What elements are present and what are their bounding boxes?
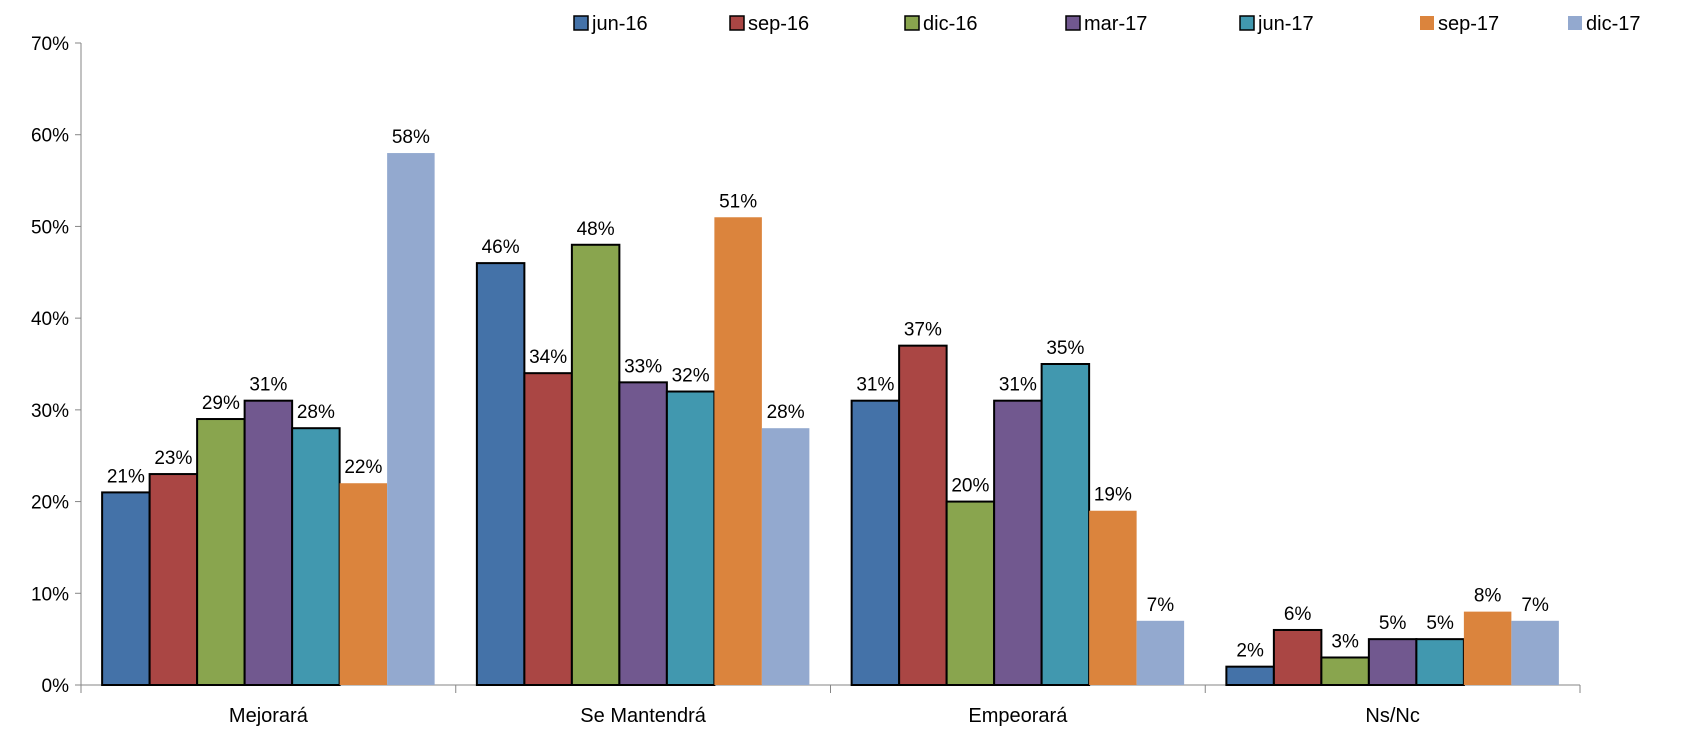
bar-jun-16-4 (1225, 665, 1275, 687)
bar-dic-16-1 (196, 418, 246, 686)
bar-mar-17-2 (618, 381, 668, 686)
bar-dic-16-4 (1320, 656, 1370, 687)
data-label: 29% (202, 393, 240, 414)
legend-swatch-dic-16 (904, 15, 920, 31)
data-label: 46% (482, 237, 520, 258)
bar-jun-16-1 (101, 491, 151, 686)
bar-dic-17-3 (1136, 620, 1185, 685)
data-label: 35% (1046, 338, 1084, 359)
data-label: 5% (1379, 613, 1407, 634)
bar-dic-17-2 (761, 428, 810, 685)
category-label: Empeorará (968, 705, 1068, 727)
bar-sep-16-1 (148, 473, 199, 686)
bar-sep-16-3 (898, 344, 948, 686)
bars (101, 153, 1559, 687)
bar-mar-17-1 (243, 399, 294, 686)
y-tick-label: 0% (42, 676, 70, 697)
data-label: 34% (529, 347, 567, 368)
bar-sep-17-4 (1463, 611, 1512, 685)
legend-swatch-dic-17 (1568, 16, 1582, 30)
data-label: 6% (1284, 604, 1312, 625)
y-tick-label: 10% (31, 584, 69, 605)
y-tick-label: 30% (31, 401, 69, 422)
y-axis: 0% 10% 20% 30% 40% 50% 60% 70% (31, 34, 82, 697)
bar-mar-17-4 (1367, 638, 1418, 687)
bar-jun-17-4 (1415, 638, 1465, 687)
bar-sep-16-2 (523, 372, 573, 686)
legend-label: dic-16 (923, 13, 977, 35)
data-label: 3% (1331, 631, 1359, 652)
bar-jun-17-3 (1040, 363, 1091, 686)
data-label: 20% (951, 476, 989, 497)
legend-label: jun-16 (591, 13, 648, 35)
bar-sep-17-2 (714, 217, 762, 685)
legend-swatch-sep-16 (729, 15, 745, 31)
category-label: Se Mantendrá (580, 705, 707, 727)
data-label: 31% (249, 375, 287, 396)
data-label: 33% (624, 356, 662, 377)
bar-jun-16-2 (475, 262, 526, 686)
data-label: 5% (1426, 613, 1454, 634)
data-label: 32% (672, 366, 710, 387)
bar-mar-17-3 (993, 399, 1043, 686)
bar-dic-17-4 (1511, 620, 1559, 685)
y-tick-label: 20% (31, 493, 69, 514)
data-label: 28% (767, 402, 805, 423)
y-tick-label: 40% (31, 309, 69, 330)
bar-dic-17-1 (387, 153, 435, 686)
data-label: 7% (1147, 595, 1175, 616)
data-label: 58% (392, 127, 430, 148)
legend-label: mar-17 (1084, 13, 1147, 35)
legend-swatch-sep-17 (1420, 16, 1434, 30)
bar-jun-17-1 (291, 427, 341, 686)
data-label: 51% (719, 191, 757, 212)
category-label: Mejorará (229, 705, 309, 727)
data-label: 23% (154, 448, 192, 469)
bar-sep-17-3 (1089, 510, 1137, 685)
data-label: 31% (999, 375, 1037, 396)
data-labels: 21% 23% 29% 31% 28% 22% 58% 46% 34% 48% 33% 32% 51% 2… (107, 127, 1549, 662)
bar-jun-16-3 (850, 399, 901, 686)
legend-swatch-mar-17 (1065, 15, 1081, 31)
y-tick-label: 60% (31, 126, 69, 147)
data-label: 8% (1474, 586, 1502, 607)
legend: jun-16 sep-16 dic-16 mar-17 jun-17 sep-17 dic-… (573, 13, 1640, 35)
bar-sep-17-1 (339, 483, 388, 685)
legend-label: sep-17 (1438, 13, 1499, 35)
category-label: Ns/Nc (1365, 705, 1419, 727)
bar-jun-17-2 (665, 390, 716, 686)
bar-dic-16-3 (945, 500, 996, 687)
data-label: 2% (1236, 641, 1264, 662)
legend-label: jun-17 (1257, 13, 1314, 35)
data-label: 22% (344, 457, 382, 478)
data-label: 37% (904, 320, 942, 341)
data-label: 7% (1521, 595, 1549, 616)
data-label: 31% (856, 375, 894, 396)
legend-label: sep-16 (748, 13, 809, 35)
bar-dic-16-2 (570, 243, 621, 686)
bar-sep-16-4 (1272, 628, 1323, 687)
x-axis: Mejorará Se Mantendrá Empeorará Ns/Nc (80, 684, 1581, 727)
data-label: 19% (1094, 485, 1132, 506)
data-label: 28% (297, 402, 335, 423)
y-tick-label: 50% (31, 217, 69, 238)
legend-swatch-jun-17 (1239, 15, 1255, 31)
y-tick-label: 70% (31, 34, 69, 55)
legend-label: dic-17 (1586, 13, 1640, 35)
data-label: 21% (107, 466, 145, 487)
data-label: 48% (577, 219, 615, 240)
legend-swatch-jun-16 (573, 15, 589, 31)
